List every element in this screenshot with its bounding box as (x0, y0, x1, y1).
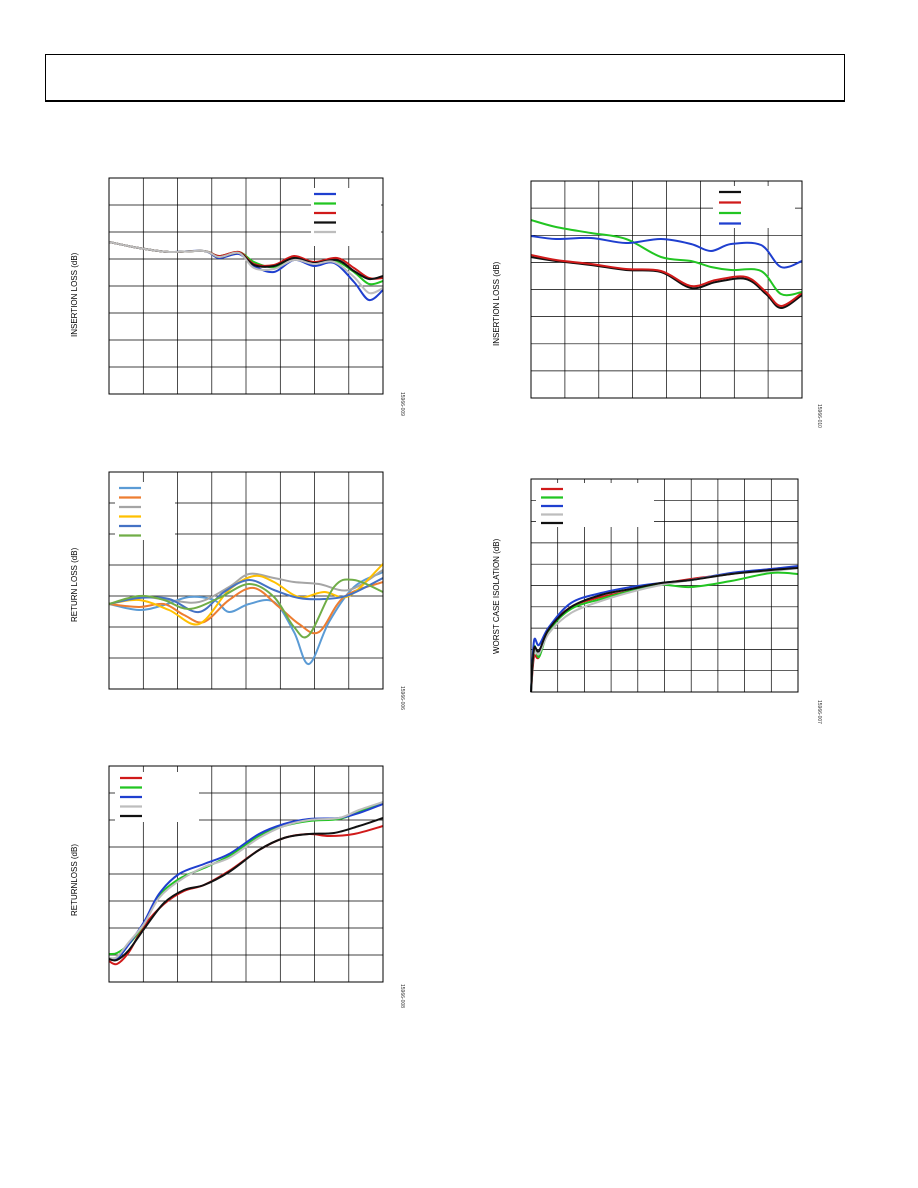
series-line (108, 578, 384, 639)
chart-ylabel: RETURNLOSS (dB) (70, 843, 79, 916)
figure-id: 15966-006 (399, 686, 405, 710)
chart-ylabel: RETURN LOSS (dB) (70, 547, 79, 622)
chart-ylabel: INSERTION LOSS (dB) (70, 252, 79, 337)
series-line (530, 567, 799, 693)
series-line (530, 565, 799, 693)
figure-id: 15966-009 (399, 392, 405, 416)
series-line (530, 254, 803, 308)
figure-id: 15966-007 (816, 700, 822, 724)
chart-plot (108, 471, 384, 690)
chart-plot (108, 765, 384, 983)
chart-ylabel: WORST CASE ISOLATION (dB) (492, 538, 501, 654)
series-line (530, 235, 803, 269)
figure-id: 15966-008 (399, 984, 405, 1008)
series-line (530, 571, 799, 693)
series-line (108, 577, 384, 614)
chart-plot (530, 180, 803, 399)
legend-box (115, 482, 175, 540)
chart-plot (108, 177, 384, 395)
chart-plot (530, 478, 799, 693)
series-line (108, 581, 384, 635)
page-header-box (45, 54, 845, 102)
series-line (108, 241, 384, 295)
series-line (530, 219, 803, 297)
series-line (108, 801, 384, 960)
series-line (108, 817, 384, 962)
legend-box (311, 188, 381, 246)
chart-ylabel: INSERTION LOSS (dB) (492, 261, 501, 346)
figure-id: 15966-010 (816, 404, 822, 428)
